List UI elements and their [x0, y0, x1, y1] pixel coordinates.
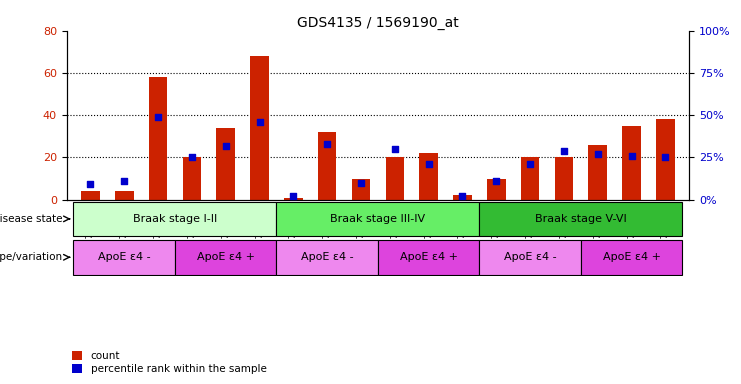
Point — [659, 154, 671, 161]
FancyBboxPatch shape — [276, 202, 479, 236]
Point — [220, 142, 232, 149]
Point — [524, 161, 536, 167]
Point — [625, 153, 637, 159]
Point — [253, 119, 265, 125]
Text: Braak stage I-II: Braak stage I-II — [133, 214, 217, 224]
Bar — [385, 157, 404, 200]
Text: GSM735101: GSM735101 — [424, 203, 433, 258]
Text: ApoE ε4 +: ApoE ε4 + — [399, 252, 458, 262]
Point — [592, 151, 604, 157]
Text: GSM735100: GSM735100 — [391, 203, 399, 258]
Text: Braak stage V-VI: Braak stage V-VI — [535, 214, 627, 224]
Bar — [555, 157, 574, 200]
Text: GSM735110: GSM735110 — [525, 203, 535, 258]
Bar — [588, 145, 607, 200]
FancyBboxPatch shape — [276, 240, 378, 275]
FancyBboxPatch shape — [479, 240, 581, 275]
Bar — [182, 157, 201, 200]
Bar — [250, 56, 269, 200]
Text: Braak stage III-IV: Braak stage III-IV — [330, 214, 425, 224]
Point — [322, 141, 333, 147]
Bar — [149, 77, 167, 200]
Text: GSM735099: GSM735099 — [153, 203, 162, 258]
Point — [422, 161, 434, 167]
Text: GSM735108: GSM735108 — [661, 203, 670, 258]
Point — [152, 114, 164, 120]
Text: ApoE ε4 -: ApoE ε4 - — [301, 252, 353, 262]
Legend: count, percentile rank within the sample: count, percentile rank within the sample — [72, 351, 267, 374]
Bar — [656, 119, 675, 200]
Bar — [352, 179, 370, 200]
Text: GSM735102: GSM735102 — [458, 203, 467, 258]
FancyBboxPatch shape — [378, 240, 479, 275]
Title: GDS4135 / 1569190_at: GDS4135 / 1569190_at — [297, 16, 459, 30]
Text: ApoE ε4 -: ApoE ε4 - — [504, 252, 556, 262]
Text: ApoE ε4 +: ApoE ε4 + — [602, 252, 661, 262]
Bar — [419, 153, 438, 200]
FancyBboxPatch shape — [581, 240, 682, 275]
Bar — [318, 132, 336, 200]
Point — [186, 154, 198, 161]
Text: GSM735104: GSM735104 — [322, 203, 332, 258]
Text: GSM735103: GSM735103 — [289, 203, 298, 258]
Text: GSM735095: GSM735095 — [221, 203, 230, 258]
Point — [355, 180, 367, 186]
Bar — [521, 157, 539, 200]
Text: genotype/variation: genotype/variation — [0, 252, 63, 262]
Bar — [622, 126, 641, 200]
Point — [288, 193, 299, 199]
Bar — [115, 191, 133, 200]
Text: GSM735107: GSM735107 — [627, 203, 636, 258]
Text: GSM735105: GSM735105 — [356, 203, 365, 258]
Text: GSM735096: GSM735096 — [255, 203, 264, 258]
Bar — [284, 197, 302, 200]
FancyBboxPatch shape — [73, 240, 175, 275]
Text: GSM735106: GSM735106 — [594, 203, 602, 258]
Text: ApoE ε4 +: ApoE ε4 + — [196, 252, 255, 262]
Text: GSM735094: GSM735094 — [187, 203, 196, 258]
FancyBboxPatch shape — [73, 202, 276, 236]
Text: GSM735097: GSM735097 — [86, 203, 95, 258]
Text: disease state: disease state — [0, 214, 63, 224]
Point — [491, 178, 502, 184]
Point — [389, 146, 401, 152]
Text: ApoE ε4 -: ApoE ε4 - — [98, 252, 150, 262]
Text: GSM735109: GSM735109 — [492, 203, 501, 258]
Bar — [487, 179, 505, 200]
Bar — [81, 191, 100, 200]
FancyBboxPatch shape — [479, 202, 682, 236]
Text: GSM735111: GSM735111 — [559, 203, 568, 258]
Bar — [453, 195, 472, 200]
Point — [558, 147, 570, 154]
Bar — [216, 128, 235, 200]
Text: GSM735098: GSM735098 — [120, 203, 129, 258]
FancyBboxPatch shape — [175, 240, 276, 275]
Point — [119, 178, 130, 184]
Point — [456, 193, 468, 199]
Point — [84, 181, 96, 187]
